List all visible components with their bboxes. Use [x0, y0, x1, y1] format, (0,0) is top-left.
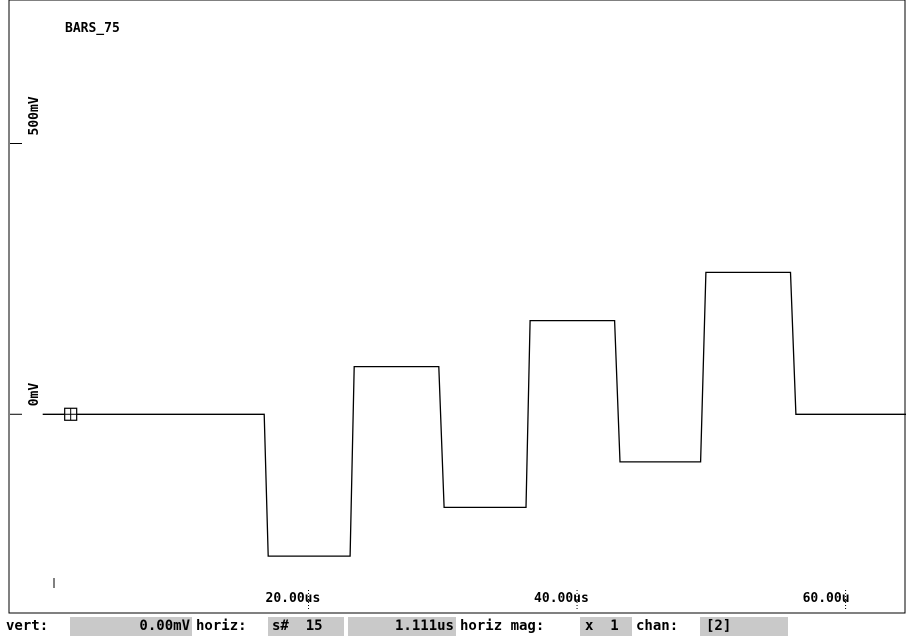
y-tick-label: 500mV — [27, 96, 42, 135]
trigger-marker[interactable] — [64, 407, 78, 421]
horiz-label: horiz: — [196, 617, 266, 636]
horiz-mag-label: horiz mag: — [460, 617, 578, 636]
chan-label: chan: — [636, 617, 698, 636]
x-tick-label: 60.00u — [803, 591, 850, 606]
chan-field[interactable]: [2] — [700, 617, 788, 636]
x-axis: 20.00us 40.00us 60.00u — [53, 578, 850, 610]
horiz-mag-field[interactable]: x 1 — [580, 617, 632, 636]
vert-label: vert: — [6, 617, 68, 636]
chart-title: BARS_75 — [65, 21, 120, 36]
y-axis: 500mV 0mV — [10, 96, 42, 415]
waveform-trace — [42, 271, 906, 557]
vert-value-field[interactable]: 0.00mV — [70, 617, 192, 636]
status-bar: vert: 0.00mV horiz: s# 15 1.111us horiz … — [0, 614, 906, 639]
x-tick-label: 20.00us — [266, 591, 321, 606]
horiz-sample-field[interactable]: s# 15 — [268, 617, 344, 636]
x-tick-label: 40.00us — [534, 591, 589, 606]
y-tick-label: 0mV — [27, 383, 42, 407]
plot-frame — [8, 0, 906, 614]
horiz-time-field[interactable]: 1.111us — [348, 617, 456, 636]
